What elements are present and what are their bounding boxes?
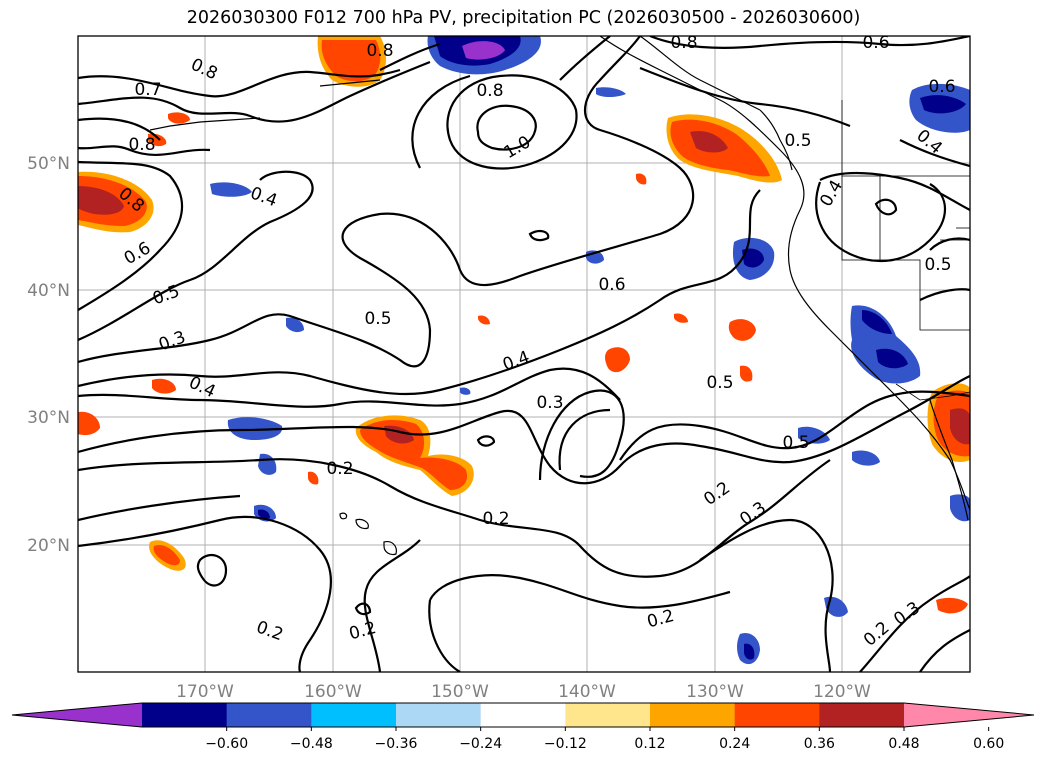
colorbar-segment (226, 703, 312, 727)
colorbar: −0.60 −0.48 −0.36 −0.24 −0.12 0.12 0.24 0.36 0.4… (11, 702, 1035, 752)
colorbar-tick-label: −0.12 (544, 736, 587, 752)
lon-label: 170°W (176, 682, 234, 702)
lon-label: 150°W (431, 682, 489, 702)
colorbar-tick-label: 0.60 (973, 736, 1004, 752)
colorbar-segment (480, 703, 566, 727)
contour-label: 0.6 (862, 33, 889, 53)
contour-label: 0.8 (366, 41, 393, 61)
precipitation-shading (78, 36, 970, 665)
contour-label: 0.5 (784, 131, 811, 151)
contour-label: 0.6 (928, 77, 955, 97)
contour-label: 0.5 (706, 373, 733, 393)
contour-label: 0.5 (364, 309, 391, 329)
lon-label: 140°W (558, 682, 616, 702)
map-title: 2026030300 F012 700 hPa PV, precipitatio… (186, 8, 861, 28)
colorbar-tick-label: −0.60 (205, 736, 248, 752)
coastlines (149, 36, 970, 556)
lon-label: 120°W (813, 682, 871, 702)
contour-label: 0.5 (782, 433, 809, 453)
lat-label: 20°N (27, 536, 70, 556)
colorbar-tick-label: −0.36 (375, 736, 418, 752)
gridlines (78, 36, 970, 672)
lon-label: 160°W (304, 682, 362, 702)
colorbar-extension-high (904, 703, 1034, 727)
lat-label: 50°N (27, 154, 70, 174)
latitude-labels: 50°N 40°N 30°N 20°N (27, 154, 70, 556)
colorbar-segment (819, 703, 905, 727)
colorbar-segment (311, 703, 397, 727)
contour-label: 0.3 (536, 393, 563, 413)
colorbar-tick-label: −0.48 (290, 736, 333, 752)
colorbar-tick-label: −0.24 (459, 736, 502, 752)
colorbar-segment (396, 703, 482, 727)
colorbar-segment (650, 703, 736, 727)
contour-label: 0.7 (134, 80, 161, 100)
colorbar-extension-low (12, 703, 142, 727)
colorbar-tick-label: 0.48 (888, 736, 919, 752)
colorbar-tick-label: 0.36 (804, 736, 835, 752)
map-frame (77, 35, 971, 673)
colorbar-segment (565, 703, 651, 727)
lon-label: 130°W (686, 682, 744, 702)
colorbar-outline (11, 702, 1035, 728)
contour-label: 0.2 (482, 509, 509, 529)
lat-label: 40°N (27, 281, 70, 301)
contour-label: 0.8 (670, 33, 697, 53)
contour-label: 0.8 (476, 81, 503, 101)
colorbar-segment (142, 703, 228, 727)
colorbar-tick-label: 0.12 (634, 736, 665, 752)
colorbar-segment (734, 703, 820, 727)
pv-contours (78, 36, 970, 672)
longitude-labels: 170°W 160°W 150°W 140°W 130°W 120°W (176, 682, 871, 702)
contour-label: 0.8 (128, 135, 155, 155)
contour-label: 0.6 (598, 275, 625, 295)
lat-label: 30°N (27, 408, 70, 428)
contour-label: 0.2 (326, 459, 353, 479)
contour-label: 0.5 (924, 255, 951, 275)
colorbar-tick-label: 0.24 (719, 736, 750, 752)
